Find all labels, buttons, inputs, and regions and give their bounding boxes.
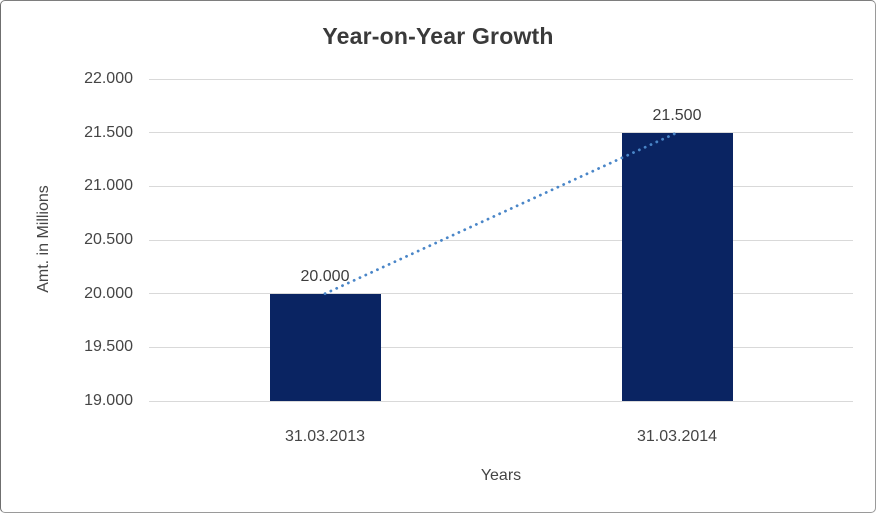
y-tick-label: 21.500 [84,123,133,141]
x-tick-label-2014: 31.03.2014 [636,428,718,445]
trendline [323,131,679,296]
y-tick-label: 22.000 [84,70,133,87]
x-axis-title: Years [480,467,522,484]
gridline [149,132,853,134]
x-tick-label-2013: 31.03.2013 [284,428,366,445]
bar-31-03-2014 [621,132,733,401]
plot-area [149,78,853,402]
gridline [149,400,853,402]
bar-31-03-2013 [269,293,381,401]
chart-title: Year-on-Year Growth [322,23,554,49]
trendline-segment [323,131,679,296]
y-tick-label: 19.500 [84,338,133,356]
gridline [149,239,853,241]
gridline [149,78,853,80]
gridline [149,185,853,187]
y-tick-label: 20.000 [84,284,133,302]
y-tick-label: 20.500 [84,231,133,248]
data-label-2013: 20.000 [300,267,350,285]
y-tick-label: 21.000 [84,177,133,195]
gridline [149,346,853,348]
data-label-2014: 21.500 [652,106,702,124]
y-tick-label: 19.000 [84,392,133,409]
gridline [149,293,853,295]
